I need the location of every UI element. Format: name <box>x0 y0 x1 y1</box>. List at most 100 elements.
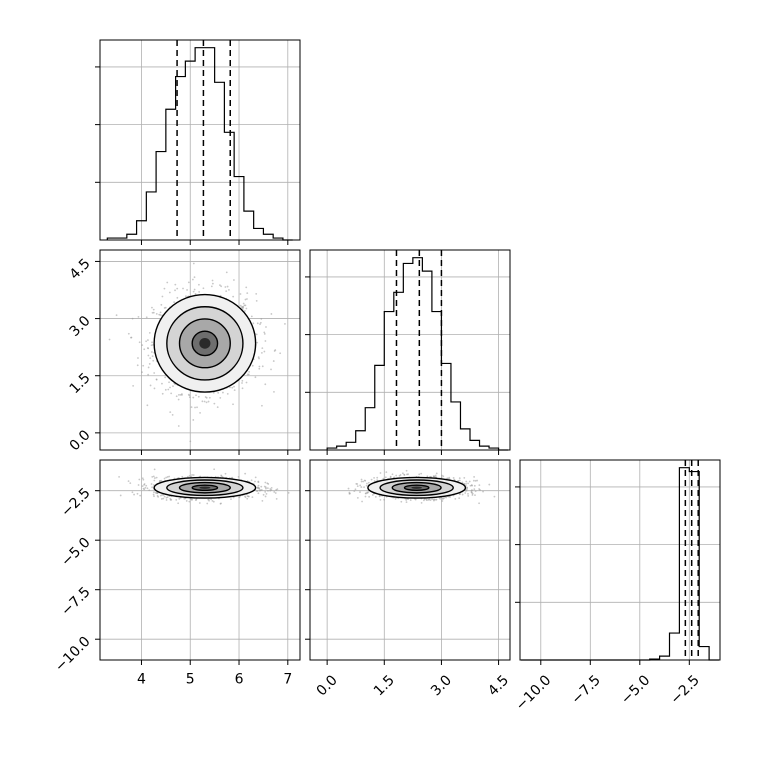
sample-point <box>161 493 164 496</box>
sample-point <box>259 323 261 326</box>
sample-point <box>192 474 195 476</box>
sample-point <box>466 488 468 490</box>
sample-point <box>205 396 208 399</box>
sample-point <box>359 484 362 487</box>
sample-point <box>418 473 421 476</box>
sample-point <box>254 376 257 379</box>
sample-point <box>256 490 259 492</box>
sample-point <box>202 287 205 290</box>
sample-point <box>224 286 227 288</box>
sample-point <box>476 479 479 482</box>
sample-point <box>163 307 166 309</box>
sample-point <box>152 493 155 496</box>
sample-point <box>148 331 151 334</box>
sample-point <box>171 413 174 416</box>
contour-line <box>166 479 244 497</box>
sample-point <box>152 484 155 486</box>
sample-point <box>250 315 253 318</box>
sample-point <box>161 382 163 385</box>
histogram-panel-3 <box>515 459 721 665</box>
sample-point <box>148 363 151 365</box>
sample-point <box>162 497 165 500</box>
sample-point <box>384 476 387 479</box>
sample-point <box>169 498 172 501</box>
sample-point <box>174 283 177 286</box>
sample-point <box>146 347 149 349</box>
sample-point <box>258 487 260 489</box>
sample-point <box>257 356 260 359</box>
sample-point <box>155 312 158 315</box>
y-tick-label: 0.0 <box>67 427 94 454</box>
sample-point <box>152 343 154 346</box>
histogram-panel-2 <box>305 249 511 455</box>
y-tick-label: −5.0 <box>58 535 93 570</box>
sample-point <box>149 384 152 387</box>
sample-point <box>246 497 249 500</box>
x-tick-label: 4 <box>137 672 146 688</box>
sample-point <box>153 468 156 471</box>
sample-point <box>190 406 193 409</box>
sample-point <box>194 293 197 295</box>
panel-frame <box>519 459 721 661</box>
sample-point <box>255 333 258 336</box>
sample-point <box>147 373 150 376</box>
sample-point <box>150 344 153 347</box>
sample-point <box>261 347 264 349</box>
sample-point <box>467 495 470 497</box>
sample-point <box>155 378 158 381</box>
sample-point <box>220 285 223 288</box>
sample-point <box>118 475 120 478</box>
sample-point <box>458 479 461 482</box>
sample-point <box>153 491 155 494</box>
sample-point <box>471 494 474 496</box>
sample-point <box>127 332 130 335</box>
sample-point <box>287 491 290 494</box>
sample-point <box>153 495 155 498</box>
sample-point <box>348 492 351 495</box>
sample-point <box>284 323 286 325</box>
sample-point <box>230 498 232 501</box>
sample-point <box>220 475 223 478</box>
sample-point <box>141 477 144 480</box>
sample-point <box>244 310 246 312</box>
sample-point <box>181 475 184 478</box>
sample-point <box>165 476 168 479</box>
sample-point <box>143 348 146 351</box>
sample-point <box>136 364 139 367</box>
sample-point <box>374 495 377 498</box>
sample-point <box>232 403 234 406</box>
sample-point <box>138 341 141 344</box>
sample-point <box>405 469 408 472</box>
sample-point <box>211 279 214 282</box>
contour-line <box>153 476 257 499</box>
sample-point <box>186 289 188 291</box>
sample-point <box>192 419 195 421</box>
sample-point <box>164 388 167 391</box>
sample-point <box>160 479 163 482</box>
sample-point <box>269 489 272 492</box>
sample-point <box>257 481 260 484</box>
sample-point <box>190 498 193 501</box>
sample-point <box>241 379 244 382</box>
sample-point <box>241 382 243 384</box>
sample-point <box>159 494 162 497</box>
sample-point <box>141 485 144 487</box>
sample-point <box>266 487 269 490</box>
sample-point <box>155 476 158 479</box>
sample-point <box>142 364 145 367</box>
y-tick-label: 3.0 <box>67 313 94 340</box>
sample-point <box>365 484 368 487</box>
sample-point <box>195 498 198 501</box>
contour-line <box>367 476 467 499</box>
sample-point <box>188 500 191 503</box>
sample-point <box>151 341 153 344</box>
sample-point <box>206 502 209 505</box>
sample-point <box>255 299 258 302</box>
sample-point <box>153 479 156 482</box>
sample-point <box>356 496 359 499</box>
sample-point <box>191 474 193 476</box>
sample-point <box>454 497 457 500</box>
sample-point <box>474 490 477 493</box>
sample-point <box>270 486 273 489</box>
